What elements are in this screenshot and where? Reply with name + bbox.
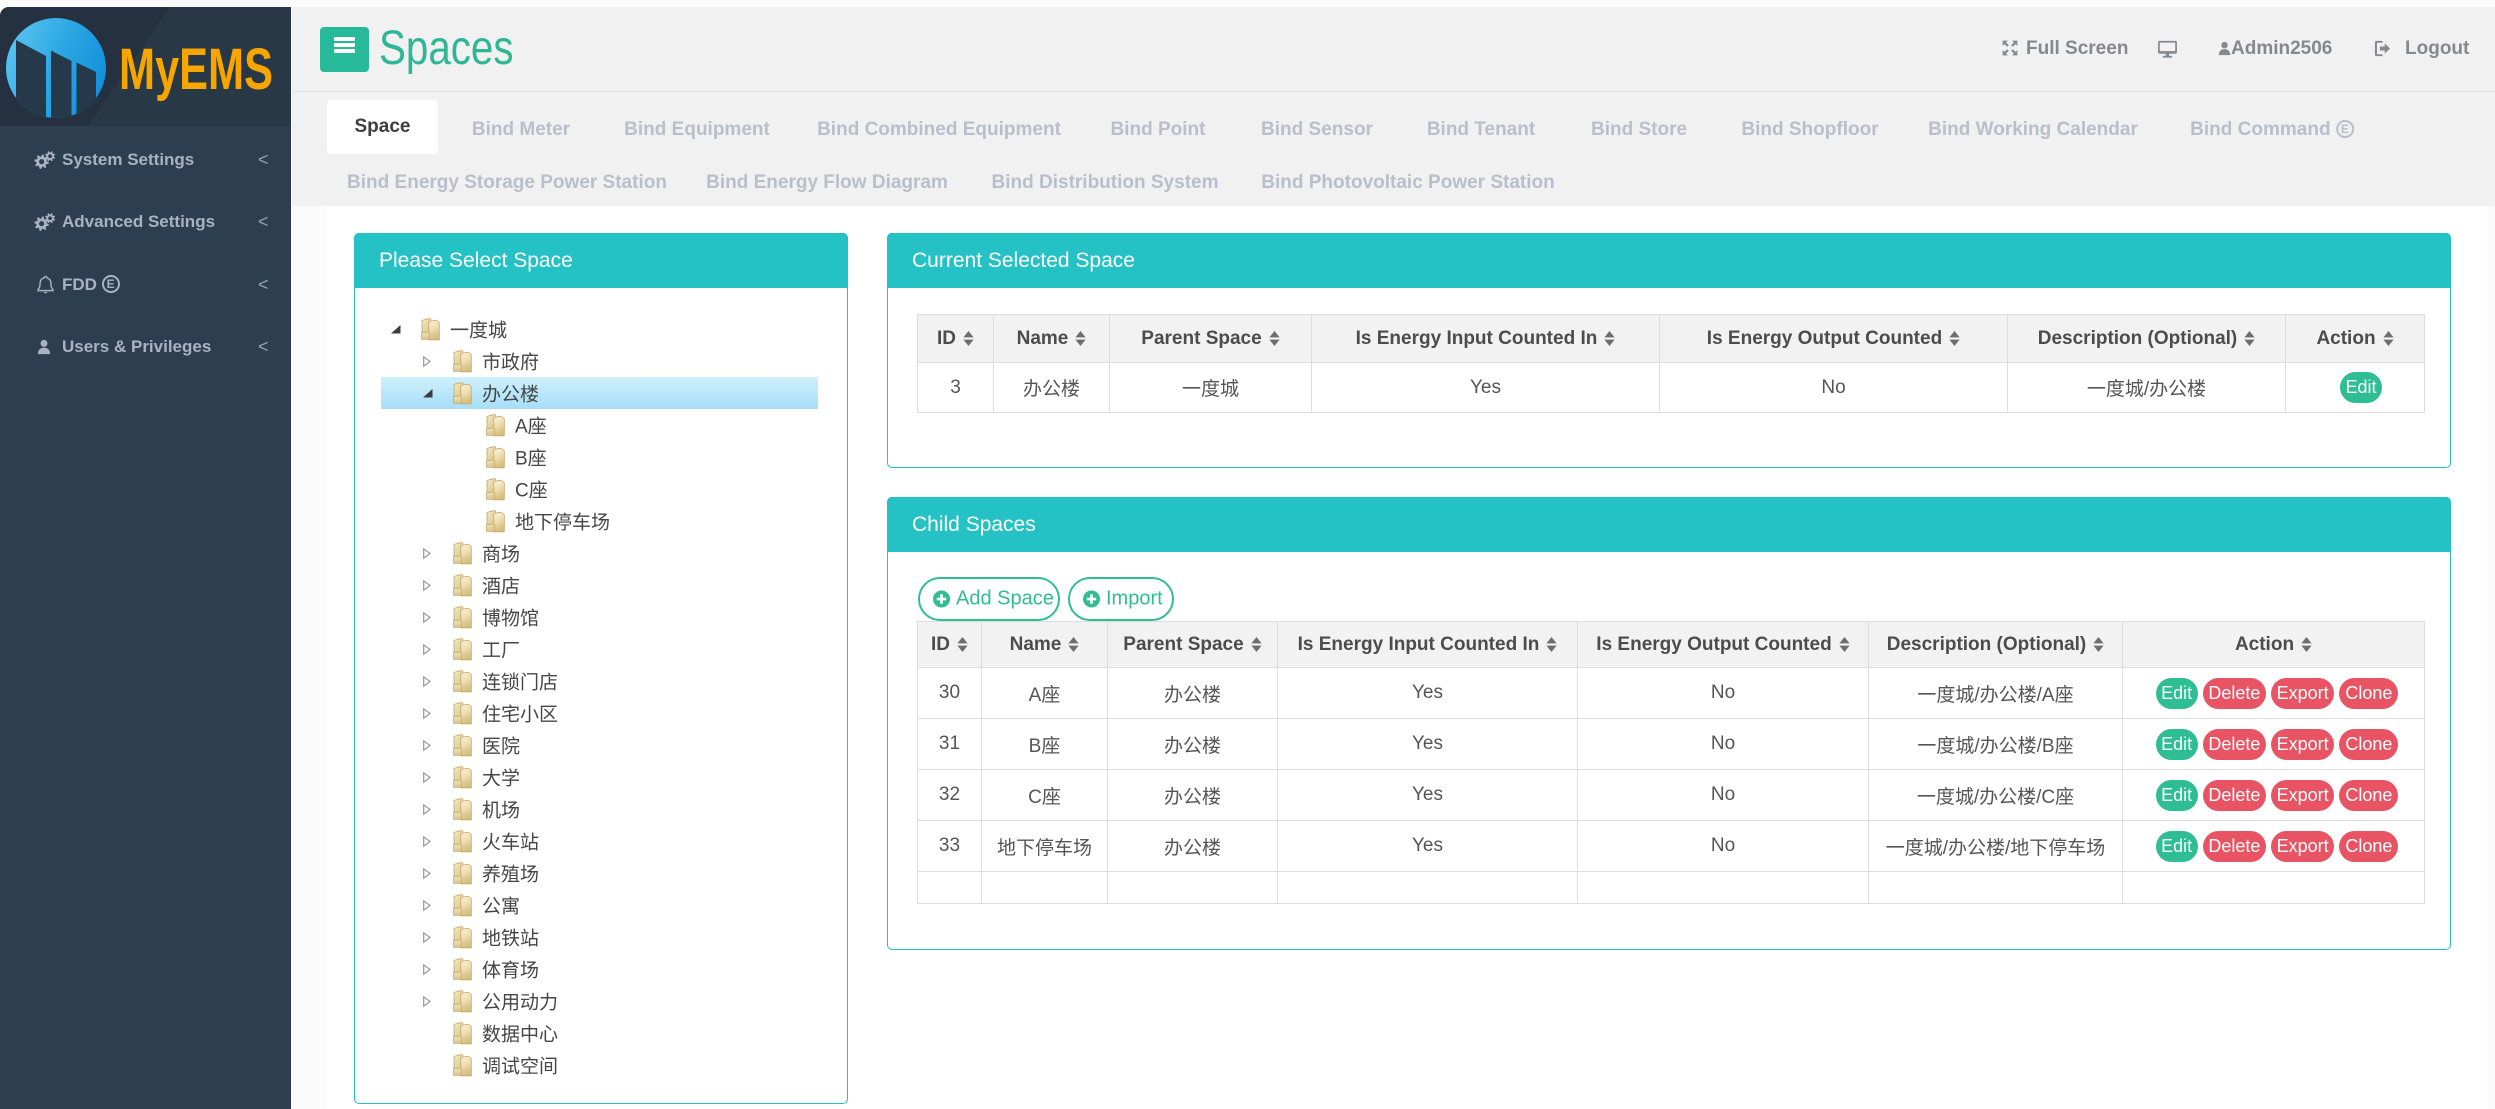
svg-text:MyEMS: MyEMS (119, 37, 273, 102)
